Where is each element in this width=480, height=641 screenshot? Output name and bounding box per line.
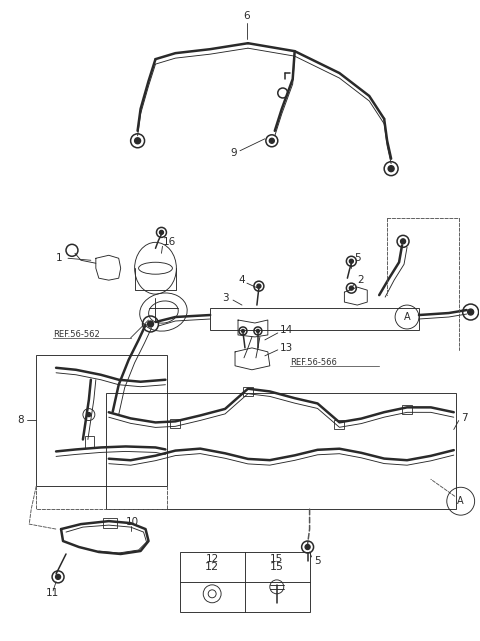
Text: 3: 3 <box>222 293 229 303</box>
Circle shape <box>349 259 353 263</box>
Circle shape <box>147 321 154 327</box>
Text: 1: 1 <box>56 253 63 263</box>
Text: 16: 16 <box>162 237 176 247</box>
Bar <box>243 387 253 395</box>
Text: 9: 9 <box>230 147 237 158</box>
Text: 12: 12 <box>205 562 219 572</box>
Text: 13: 13 <box>280 343 293 353</box>
Circle shape <box>134 138 141 144</box>
Text: 4: 4 <box>238 275 245 285</box>
Bar <box>85 437 94 449</box>
Bar <box>106 393 456 509</box>
Text: A: A <box>457 496 464 506</box>
Bar <box>36 355 168 487</box>
Text: 14: 14 <box>280 325 293 335</box>
Text: 15: 15 <box>270 554 283 564</box>
Circle shape <box>159 230 164 235</box>
Circle shape <box>349 286 353 290</box>
Text: 6: 6 <box>244 12 250 21</box>
Text: 5: 5 <box>354 253 361 263</box>
Text: 12: 12 <box>205 554 219 564</box>
Bar <box>210 308 419 330</box>
Circle shape <box>401 239 406 244</box>
Circle shape <box>256 329 259 333</box>
Circle shape <box>388 165 394 172</box>
Bar <box>103 518 117 528</box>
Circle shape <box>56 574 60 579</box>
Circle shape <box>241 329 244 333</box>
Text: A: A <box>404 312 410 322</box>
Circle shape <box>257 284 261 288</box>
Circle shape <box>305 544 310 549</box>
Text: 10: 10 <box>126 517 139 527</box>
Bar <box>335 420 344 429</box>
Text: 7: 7 <box>461 413 468 422</box>
Text: 11: 11 <box>46 588 60 598</box>
Bar <box>402 405 412 414</box>
Text: 8: 8 <box>17 415 24 424</box>
Circle shape <box>87 413 91 417</box>
Circle shape <box>468 309 474 315</box>
Text: REF.56-566: REF.56-566 <box>290 358 336 367</box>
Text: 5: 5 <box>314 556 321 566</box>
Text: REF.56-562: REF.56-562 <box>53 331 100 340</box>
Bar <box>170 419 180 428</box>
Bar <box>180 552 310 612</box>
Text: 15: 15 <box>270 562 284 572</box>
Circle shape <box>269 138 274 144</box>
Text: 2: 2 <box>357 275 364 285</box>
